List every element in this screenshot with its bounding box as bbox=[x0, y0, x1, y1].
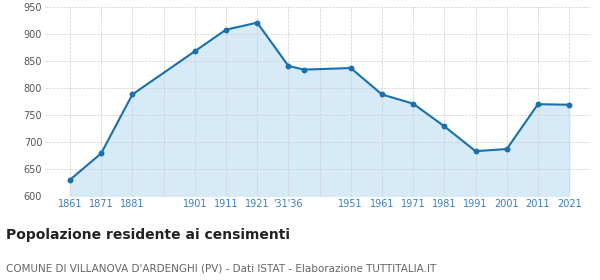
Point bbox=[97, 151, 106, 156]
Point bbox=[128, 92, 137, 97]
Point bbox=[65, 178, 75, 182]
Point bbox=[440, 124, 449, 129]
Point bbox=[253, 20, 262, 25]
Point bbox=[409, 101, 418, 106]
Point bbox=[565, 102, 574, 107]
Text: Popolazione residente ai censimenti: Popolazione residente ai censimenti bbox=[6, 228, 290, 242]
Point bbox=[533, 102, 543, 106]
Text: COMUNE DI VILLANOVA D'ARDENGHI (PV) - Dati ISTAT - Elaborazione TUTTITALIA.IT: COMUNE DI VILLANOVA D'ARDENGHI (PV) - Da… bbox=[6, 263, 436, 274]
Point bbox=[471, 149, 481, 153]
Point bbox=[190, 49, 200, 53]
Point bbox=[377, 92, 387, 97]
Point bbox=[502, 147, 512, 151]
Point bbox=[346, 66, 356, 70]
Point bbox=[299, 67, 309, 72]
Point bbox=[221, 27, 231, 32]
Point bbox=[284, 64, 293, 68]
